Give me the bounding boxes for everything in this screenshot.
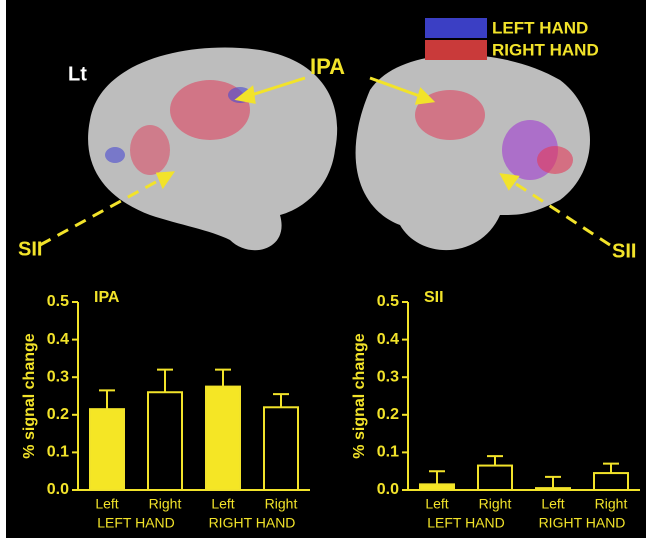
y-tick-label: 0.3: [377, 368, 399, 385]
bar: [419, 483, 455, 491]
error-bar: [215, 368, 231, 387]
x-tick-label: Left: [541, 496, 564, 512]
x-tick-label: Left: [425, 496, 448, 512]
y-tick-label: 0.5: [377, 293, 399, 310]
y-tick-label: 0.3: [47, 368, 69, 385]
region-label: SII: [612, 240, 636, 262]
error-bar: [99, 389, 115, 410]
bar: [89, 408, 125, 491]
bar: [205, 385, 241, 492]
y-tick-label: 0.2: [377, 406, 399, 423]
y-tick-label: 0.4: [377, 331, 399, 348]
legend-label: RIGHT HAND: [492, 40, 599, 59]
error-bar: [545, 475, 561, 489]
y-axis-label: % signal change: [351, 333, 368, 458]
group-label: LEFT HAND: [97, 515, 175, 531]
error-bar: [157, 368, 173, 393]
y-tick-label: 0.2: [47, 406, 69, 423]
region-label: IPA: [310, 54, 345, 79]
y-tick-label: 0.5: [47, 293, 69, 310]
error-bar: [273, 393, 289, 408]
error-bar: [429, 470, 445, 485]
y-axis-label: % signal change: [21, 333, 38, 458]
group-label: LEFT HAND: [427, 515, 505, 531]
region-label: SII: [18, 238, 42, 260]
y-tick-label: 0.1: [377, 444, 399, 461]
x-tick-label: Right: [265, 496, 298, 512]
x-tick-label: Left: [95, 496, 118, 512]
chart-title: IPA: [94, 289, 120, 306]
y-tick-label: 0.1: [47, 444, 69, 461]
x-tick-label: Right: [149, 496, 182, 512]
arrows: [39, 76, 611, 247]
error-bar: [603, 462, 619, 474]
y-tick-label: 0.0: [47, 481, 69, 498]
group-label: RIGHT HAND: [539, 515, 626, 531]
brain-right: [355, 54, 590, 251]
legend-swatch: [425, 40, 487, 60]
y-tick-label: 0.0: [377, 481, 399, 498]
legend-label: LEFT HAND: [492, 18, 588, 37]
group-label: RIGHT HAND: [209, 515, 296, 531]
y-tick-label: 0.4: [47, 331, 69, 348]
chart-title: SII: [424, 289, 444, 306]
bar: [535, 487, 571, 491]
x-tick-label: Right: [595, 496, 628, 512]
x-tick-label: Right: [479, 496, 512, 512]
x-tick-label: Left: [211, 496, 234, 512]
hemisphere-label: Lt: [68, 63, 87, 85]
error-bar: [487, 455, 503, 466]
legend-swatch: [425, 18, 487, 38]
